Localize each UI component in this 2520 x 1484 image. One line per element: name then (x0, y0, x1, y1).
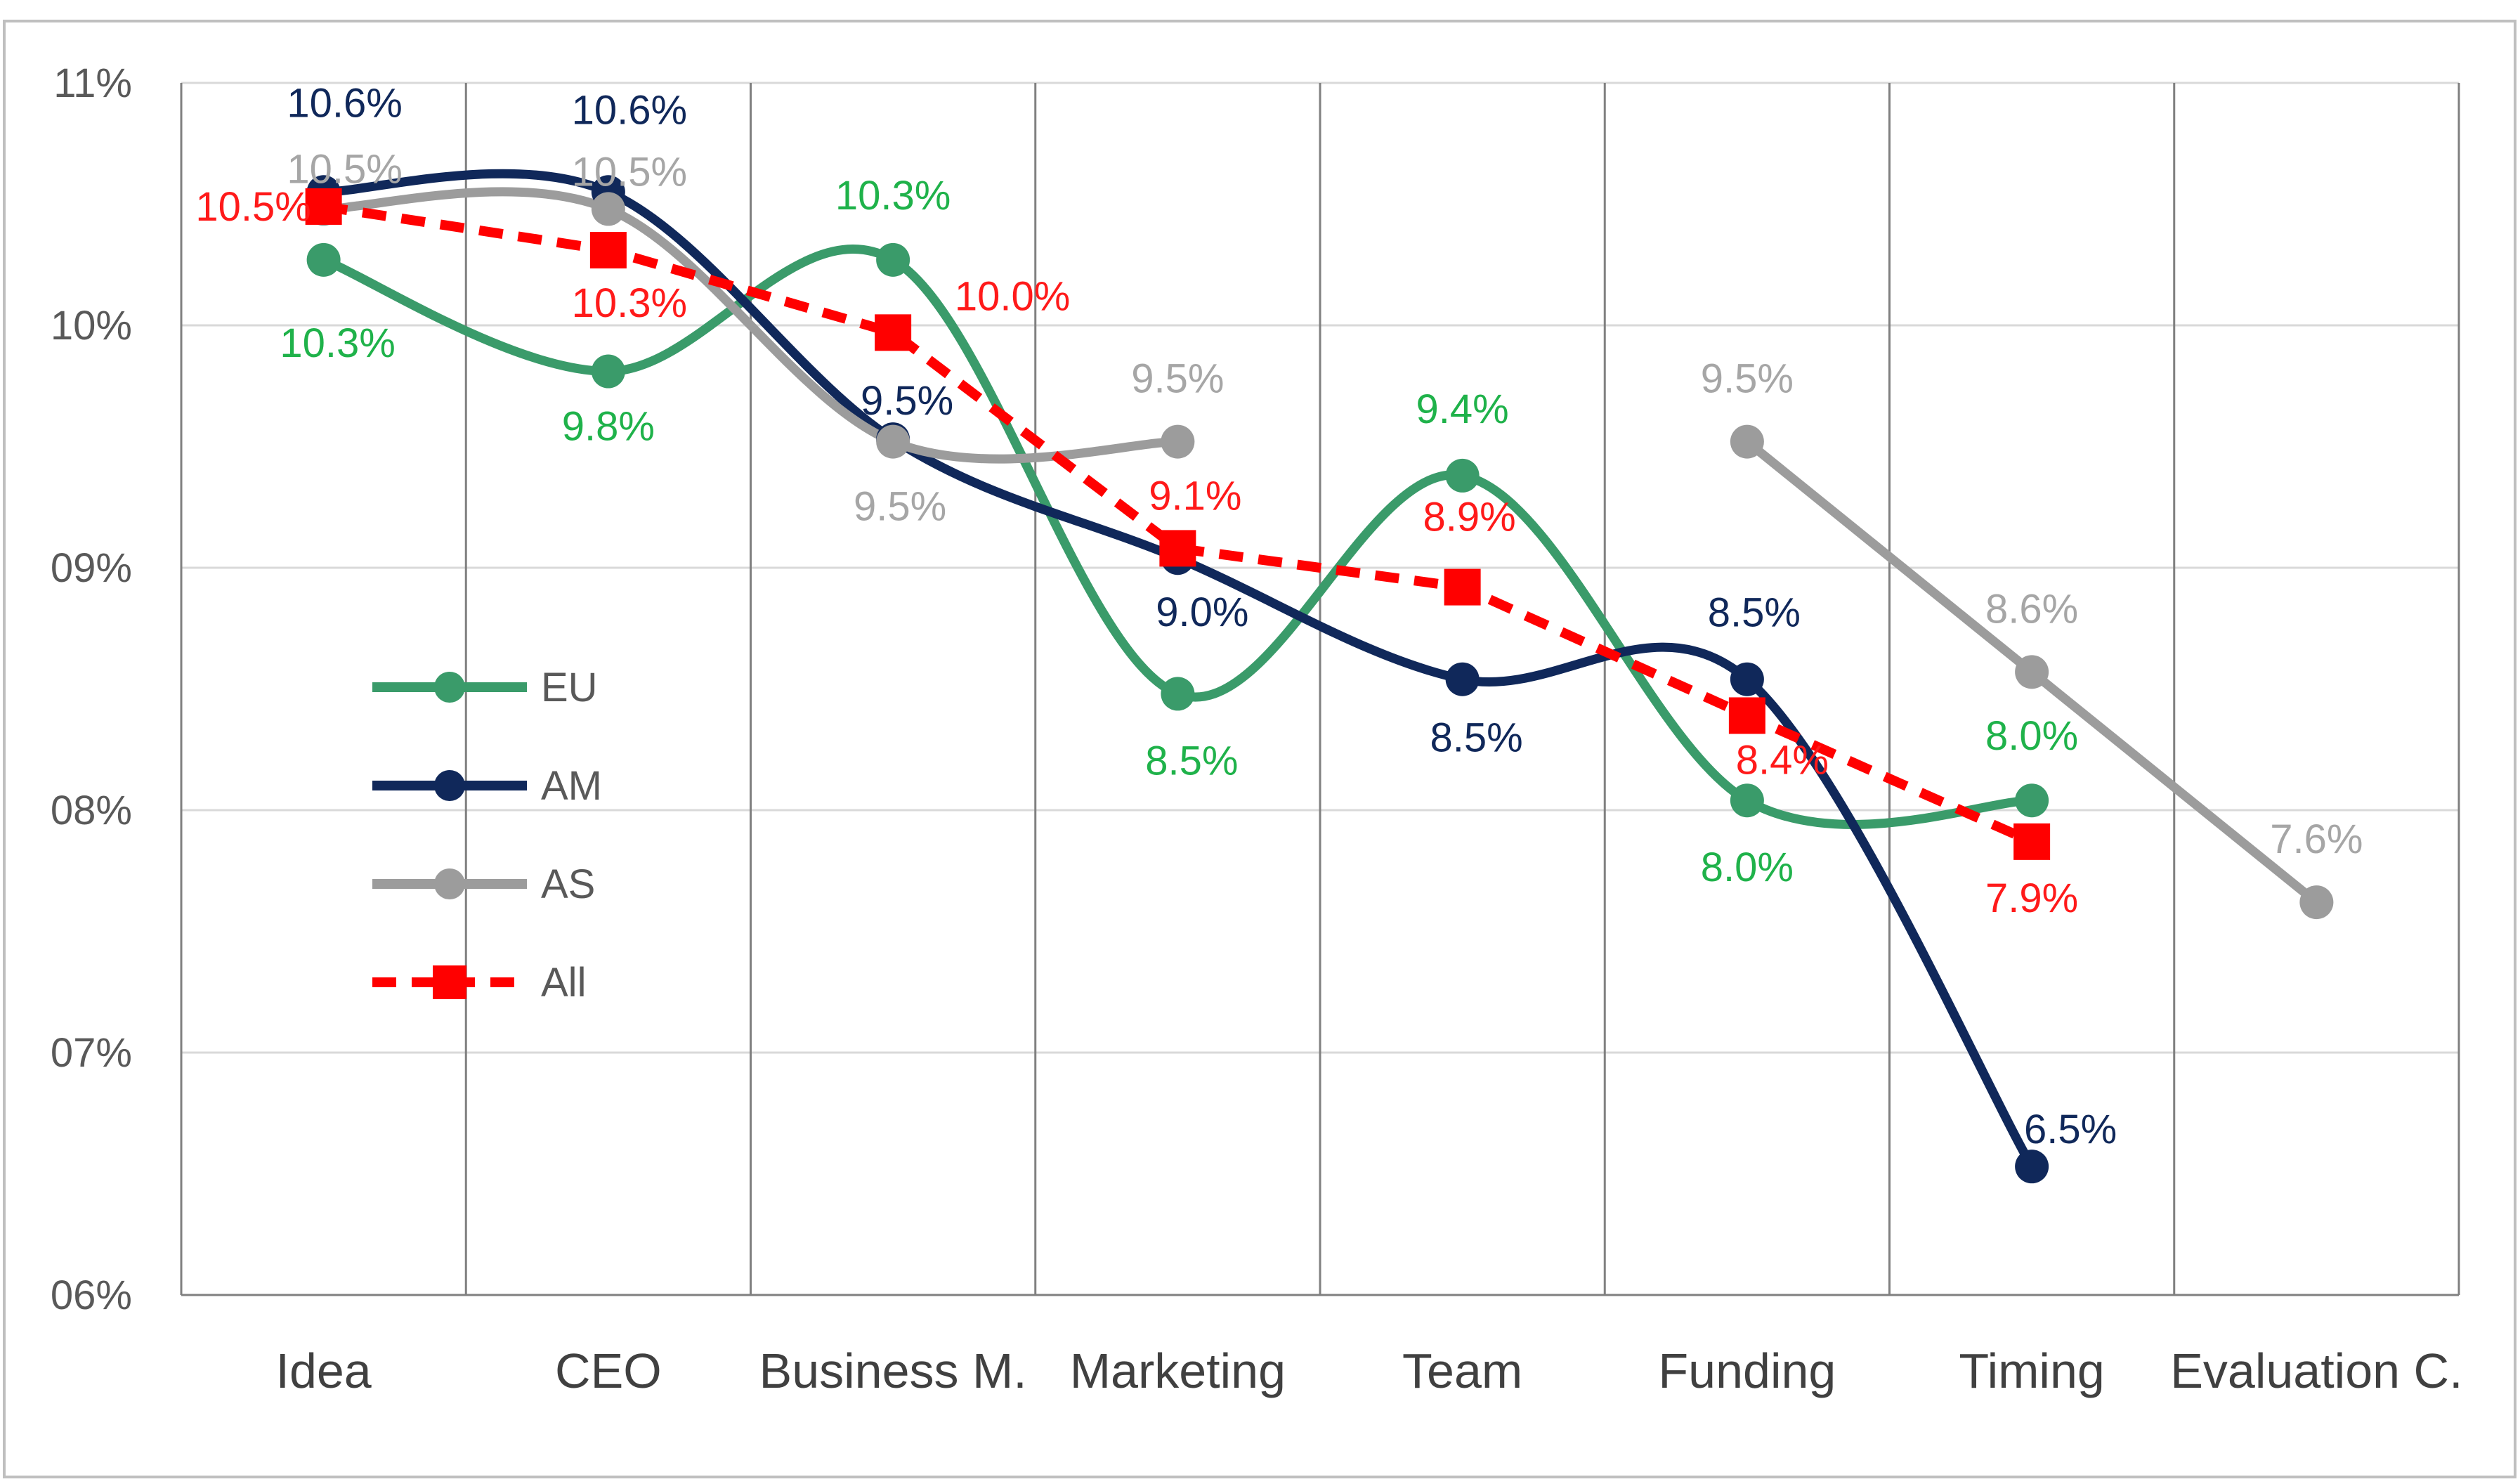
marker-eu-point (2015, 783, 2049, 818)
data-label-am: 6.5% (2024, 1107, 2117, 1152)
legend-label-am: AM (541, 763, 602, 809)
legend-item-as: AS (372, 861, 595, 907)
data-label-am: 8.5% (1430, 715, 1523, 761)
x-tick-label: Idea (276, 1343, 372, 1398)
data-label-eu: 8.5% (1145, 738, 1238, 783)
data-label-as: 10.5% (572, 149, 687, 195)
y-tick-label: 11% (53, 60, 132, 106)
y-tick-label: 07% (51, 1030, 132, 1076)
data-label-as: 7.6% (2270, 816, 2363, 862)
marker-as-point (876, 424, 910, 459)
data-label-all: 10.3% (572, 280, 687, 326)
legend-label-as: AS (541, 861, 595, 907)
marker-all-point (589, 232, 627, 269)
data-label-am: 10.6% (287, 80, 402, 126)
legend-swatch-marker-am (434, 770, 465, 801)
data-label-am: 9.0% (1156, 590, 1248, 635)
marker-as-point (2299, 885, 2334, 920)
y-tick-label: 10% (51, 303, 132, 349)
marker-as-point (2015, 655, 2049, 689)
marker-all-point (1159, 530, 1196, 567)
data-label-eu: 10.3% (280, 320, 395, 366)
data-label-all: 8.9% (1423, 495, 1516, 540)
axes: 06% 07% 08% 09% 10% 11% Idea CEO Business M. Mark… (51, 60, 2463, 1398)
data-label-all: 8.4% (1736, 737, 1829, 783)
data-label-as: 9.5% (1701, 356, 1794, 402)
marker-all-point (1728, 697, 1765, 734)
x-tick-label: Timing (1959, 1343, 2104, 1398)
data-label-all: 10.5% (195, 184, 311, 230)
legend-swatch-marker-all (433, 965, 466, 999)
x-tick-label: Evaluation C. (2170, 1343, 2462, 1398)
marker-all-point (1444, 568, 1481, 606)
legend-swatch-marker-as (434, 868, 465, 899)
data-label-eu: 8.0% (1985, 713, 2078, 759)
legend-label-all: All (541, 960, 586, 1005)
marker-eu-point (1161, 677, 1195, 711)
data-label-as: 8.6% (1985, 586, 2078, 632)
marker-am-point (2015, 1150, 2049, 1184)
marker-am-point (1730, 662, 1764, 696)
x-tick-label: Marketing (1070, 1343, 1286, 1398)
data-label-all: 9.1% (1149, 473, 1241, 519)
legend-item-eu: EU (372, 665, 598, 710)
data-label-all: 7.9% (1985, 876, 2078, 921)
legend: EU AM AS All (372, 665, 602, 1005)
legend-item-am: AM (372, 763, 602, 809)
series-lines (319, 169, 2321, 1171)
marker-eu-point (306, 242, 341, 277)
marker-eu-point (876, 242, 910, 277)
marker-am-point (1445, 662, 1480, 696)
marker-all-point (875, 314, 912, 351)
x-tick-label: Funding (1658, 1343, 1836, 1398)
y-tick-label: 08% (51, 788, 132, 833)
data-label-eu: 9.4% (1416, 386, 1509, 432)
marker-all-point (2013, 823, 2051, 860)
marker-as-point (591, 192, 625, 226)
data-label-eu: 8.0% (1701, 845, 1794, 890)
marker-eu-point (591, 354, 625, 389)
chart-frame (3, 20, 2516, 1478)
series-line-as (319, 187, 1182, 464)
legend-item-all: All (372, 960, 586, 1005)
marker-all-point (305, 188, 342, 225)
x-tick-label: CEO (555, 1343, 662, 1398)
data-label-as: 9.5% (1131, 356, 1224, 402)
data-label-eu: 9.8% (562, 404, 655, 450)
data-label-am: 10.6% (572, 87, 687, 133)
marker-eu-point (1730, 783, 1764, 818)
x-tick-label: Team (1402, 1343, 1522, 1398)
gridlines (180, 82, 2460, 1296)
marker-as-point (1161, 424, 1195, 459)
data-label-am: 9.5% (861, 378, 953, 424)
y-tick-label: 09% (51, 545, 132, 591)
data-label-am: 8.5% (1708, 590, 1801, 636)
data-labels: 10.3% 9.8% 10.3% 8.5% 9.4% 8.0% 8.0% 10.6% 10.6%… (195, 80, 2363, 1152)
data-label-all: 10.0% (955, 273, 1070, 319)
x-tick-label: Business M. (759, 1343, 1027, 1398)
data-label-as: 9.5% (854, 484, 946, 530)
legend-swatch-marker-eu (434, 672, 465, 703)
data-label-eu: 10.3% (835, 173, 951, 219)
marker-as-point (1730, 424, 1764, 459)
data-label-as: 10.5% (287, 146, 402, 192)
marker-eu-point (1445, 458, 1480, 493)
y-tick-label: 06% (51, 1273, 132, 1318)
series-markers (305, 175, 2334, 1184)
legend-label-eu: EU (541, 665, 598, 710)
